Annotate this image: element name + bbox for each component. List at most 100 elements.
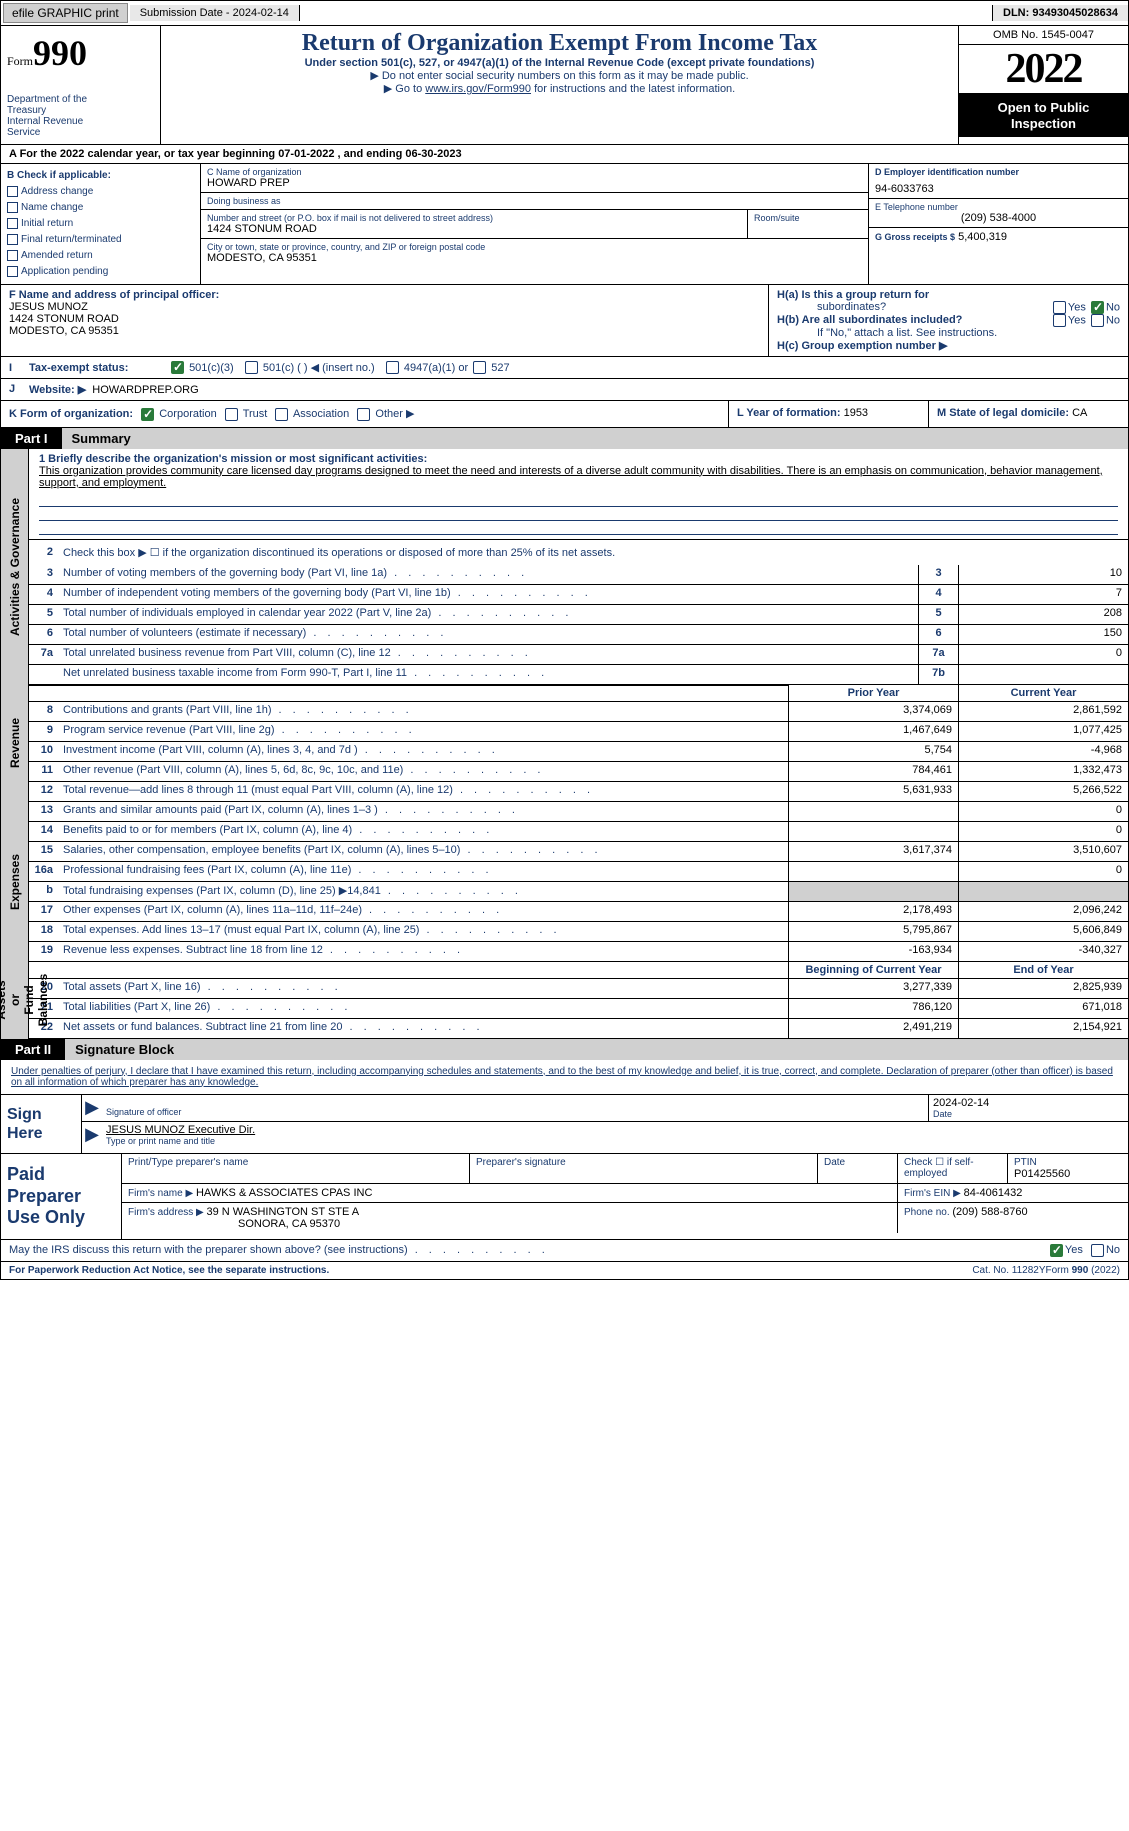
cell-city: City or town, state or province, country… [201, 239, 868, 267]
typed-lbl: Type or print name and title [106, 1136, 215, 1146]
top-bar: efile GRAPHIC print Submission Date - 20… [1, 1, 1128, 26]
prep-ptin: PTINP01425560 [1008, 1154, 1128, 1183]
m-val: CA [1072, 407, 1087, 419]
chk-pending[interactable] [7, 266, 18, 277]
sign-here: Sign Here [1, 1095, 81, 1153]
chk-final[interactable] [7, 234, 18, 245]
vtab-rev: Revenue [1, 685, 29, 802]
line1-lbl: 1 Briefly describe the organization's mi… [39, 453, 427, 465]
cell-orgname: C Name of organization HOWARD PREP [201, 164, 868, 193]
rev-hdr: Prior Year Current Year [29, 685, 1128, 702]
chk-name[interactable] [7, 202, 18, 213]
col-b: B Check if applicable: Address change Na… [1, 164, 201, 284]
line-21: 21Total liabilities (Part X, line 26)786… [29, 999, 1128, 1019]
form-prefix: Form [7, 54, 33, 68]
prep-h3: Date [818, 1154, 898, 1183]
prep-h2: Preparer's signature [470, 1154, 818, 1183]
footer: For Paperwork Reduction Act Notice, see … [1, 1262, 1128, 1279]
col-d: D Employer identification number 94-6033… [868, 164, 1128, 284]
sig-date-val: 2024-02-14 [933, 1097, 989, 1109]
k-row: K Form of organization: Corporation Trus… [1, 401, 1128, 428]
sigoff-lbl: Signature of officer [106, 1107, 181, 1117]
calendar-year-row: A For the 2022 calendar year, or tax yea… [1, 145, 1128, 164]
addr-val: 39 N WASHINGTON ST STE A [207, 1206, 360, 1218]
vtab-gov: Activities & Governance [1, 449, 29, 685]
prep-title: Paid Preparer Use Only [1, 1154, 121, 1239]
i-4947[interactable] [386, 361, 399, 374]
may-yes[interactable] [1050, 1244, 1063, 1257]
goto-suffix: for instructions and the latest informat… [531, 83, 735, 95]
hb-note: If "No," attach a list. See instructions… [817, 327, 1120, 339]
i-501c3[interactable] [171, 361, 184, 374]
k-corp-lbl: Corporation [159, 408, 216, 420]
phone-lbl: E Telephone number [875, 202, 1122, 212]
street-row: Number and street (or P.O. box if mail i… [201, 210, 868, 239]
parti-title: Summary [62, 428, 1128, 449]
phone-val: (209) 538-4000 [875, 212, 1122, 224]
header: Form990 Department of the Treasury Inter… [1, 26, 1128, 145]
chk-amended[interactable] [7, 250, 18, 261]
k-trust[interactable] [225, 408, 238, 421]
k-corp[interactable] [141, 408, 154, 421]
vtab-exp-txt: Expenses [8, 854, 22, 910]
ha-yes[interactable] [1053, 301, 1066, 314]
i-o2: 501(c) ( ) ◀ (insert no.) [263, 361, 375, 374]
line-10: 10Investment income (Part VIII, column (… [29, 742, 1128, 762]
cell-phone: E Telephone number (209) 538-4000 [869, 199, 1128, 228]
opt-name: Name change [21, 202, 83, 213]
sigrow1: ▶ Signature of officer 2024-02-14 Date [82, 1095, 1128, 1122]
hdr-beg: Beginning of Current Year [788, 962, 958, 978]
dba-lbl: Doing business as [207, 196, 862, 206]
vtab-exp: Expenses [1, 802, 29, 962]
summary-governance: Activities & Governance 1 Briefly descri… [1, 449, 1128, 685]
goto-prefix: ▶ Go to [384, 83, 425, 95]
irs-link[interactable]: www.irs.gov/Form990 [425, 83, 531, 95]
chk-address[interactable] [7, 186, 18, 197]
line-9: 9Program service revenue (Part VIII, lin… [29, 722, 1128, 742]
row-f-h: F Name and address of principal officer:… [1, 285, 1128, 357]
part-i-header: Part I Summary [1, 428, 1128, 449]
partii-title: Signature Block [65, 1039, 1128, 1060]
cell-room: Room/suite [748, 210, 868, 239]
line-b: bTotal fundraising expenses (Part IX, co… [29, 882, 1128, 902]
sig-date-lbl: Date [933, 1109, 952, 1119]
h-block: H(a) Is this a group return for subordin… [768, 285, 1128, 356]
hdr-prior: Prior Year [788, 685, 958, 701]
dept-treasury: Department of the Treasury Internal Reve… [7, 94, 154, 138]
ruled2 [39, 507, 1118, 521]
opt-pending: Application pending [21, 266, 108, 277]
prep-h4: Check ☐ if self-employed [898, 1154, 1008, 1183]
f-lbl: F Name and address of principal officer: [9, 289, 219, 301]
ha-no[interactable] [1091, 301, 1104, 314]
line-19: 19Revenue less expenses. Subtract line 1… [29, 942, 1128, 962]
hdr-end: End of Year [958, 962, 1128, 978]
hb-yes[interactable] [1053, 314, 1066, 327]
hb-no[interactable] [1091, 314, 1104, 327]
sig-declaration: Under penalties of perjury, I declare th… [1, 1060, 1128, 1094]
efile-print-btn[interactable]: efile GRAPHIC print [3, 3, 128, 23]
chk-initial[interactable] [7, 218, 18, 229]
line-8: 8Contributions and grants (Part VIII, li… [29, 702, 1128, 722]
line-16a: 16aProfessional fundraising fees (Part I… [29, 862, 1128, 882]
opt-final: Final return/terminated [21, 234, 122, 245]
street-val: 1424 STONUM ROAD [207, 223, 741, 235]
cell-dba: Doing business as [201, 193, 868, 210]
i-o3: 4947(a)(1) or [404, 362, 468, 374]
preprow1: Print/Type preparer's name Preparer's si… [122, 1154, 1128, 1184]
omb-number: OMB No. 1545-0047 [959, 26, 1128, 45]
ptin-val: P01425560 [1014, 1168, 1070, 1180]
k-lbl: K Form of organization: [9, 408, 133, 420]
i-501c[interactable] [245, 361, 258, 374]
line-14: 14Benefits paid to or for members (Part … [29, 822, 1128, 842]
k-assoc[interactable] [275, 408, 288, 421]
m-lbl: M State of legal domicile: [937, 407, 1069, 419]
i-527[interactable] [473, 361, 486, 374]
line-12: 12Total revenue—add lines 8 through 11 (… [29, 782, 1128, 802]
opt-initial: Initial return [21, 218, 73, 229]
k-other[interactable] [357, 408, 370, 421]
footer-left: For Paperwork Reduction Act Notice, see … [9, 1265, 972, 1276]
may-no[interactable] [1091, 1244, 1104, 1257]
gov-content: 1 Briefly describe the organization's mi… [29, 449, 1128, 685]
form-wrapper: efile GRAPHIC print Submission Date - 20… [0, 0, 1129, 1280]
i-o4: 527 [491, 362, 509, 374]
